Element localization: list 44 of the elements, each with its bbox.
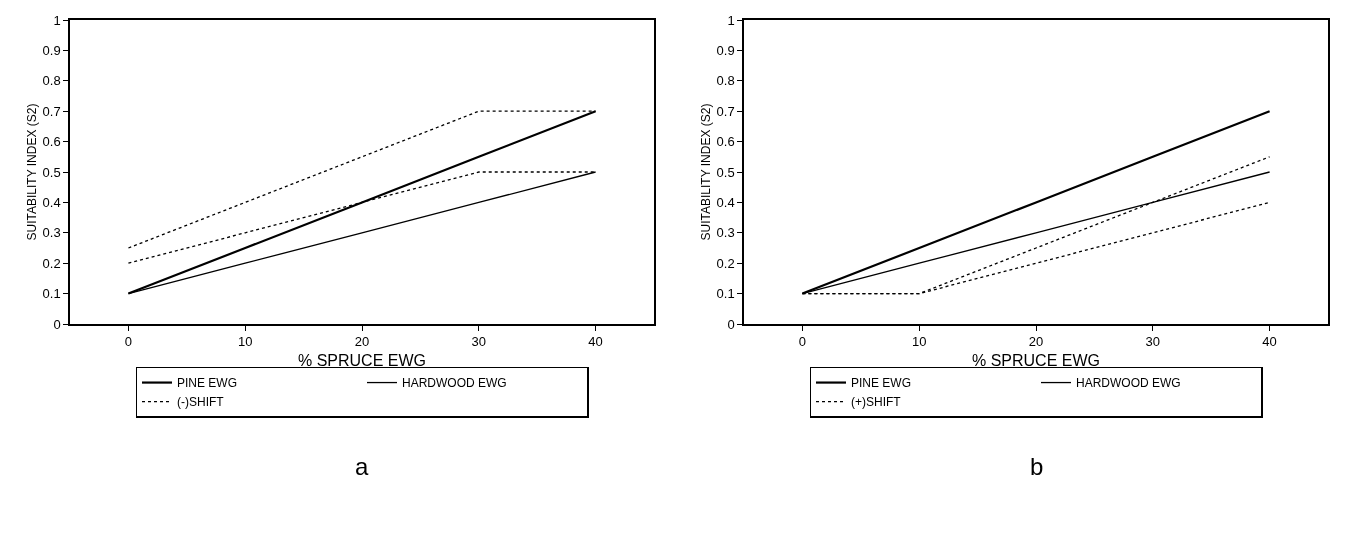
x-tick-label: 30 <box>471 334 487 350</box>
y-axis-title: SUITABILITY INDEX (S2) <box>24 103 39 241</box>
y-tick-label: 0.2 <box>42 255 61 271</box>
x-tick-label: 20 <box>1028 334 1044 350</box>
y-tick-label: 0.4 <box>716 194 735 210</box>
y-tick-label: 0.9 <box>42 42 61 58</box>
y-tick-label: 0.7 <box>42 103 61 119</box>
y-tick-label: 0.3 <box>42 225 61 241</box>
legend-label: HARDWOOD EWG <box>1076 376 1181 391</box>
x-tick-label: 20 <box>354 334 370 350</box>
legend-label: HARDWOOD EWG <box>402 376 507 391</box>
x-tick-label: 0 <box>124 334 133 350</box>
x-tick-label: 40 <box>1262 334 1277 350</box>
y-tick-label: 0.2 <box>716 255 735 271</box>
y-tick-label: 0.9 <box>716 42 735 58</box>
text: a <box>355 453 369 480</box>
y-tick-label: 0.8 <box>716 73 735 89</box>
y-tick-label: 0.7 <box>716 103 735 119</box>
legend-label: (-)SHIFT <box>177 395 225 410</box>
x-axis-title: % SPRUCE EWG <box>297 351 427 369</box>
y-tick-label: 0.6 <box>42 134 61 150</box>
y-tick-label: 0.4 <box>42 194 61 210</box>
y-tick-label: 1 <box>53 12 61 28</box>
x-tick-label: 40 <box>588 334 603 350</box>
text: b <box>1030 453 1044 480</box>
x-tick-label: 0 <box>798 334 807 350</box>
y-tick-label: 0 <box>53 316 61 332</box>
x-tick-label: 10 <box>237 334 253 350</box>
legend-label: PINE EWG <box>177 376 238 391</box>
y-tick-label: 0.6 <box>716 134 735 150</box>
y-tick-label: 1 <box>727 12 735 28</box>
y-tick-label: 0.5 <box>716 164 735 180</box>
x-tick-label: 30 <box>1145 334 1161 350</box>
y-axis-title: SUITABILITY INDEX (S2) <box>698 103 713 241</box>
y-tick-label: 0.5 <box>42 164 61 180</box>
x-axis-title: % SPRUCE EWG <box>971 351 1101 369</box>
y-tick-label: 0.1 <box>716 286 735 302</box>
y-tick-label: 0.3 <box>716 225 735 241</box>
y-tick-label: 0.8 <box>42 73 61 89</box>
x-tick-label: 10 <box>911 334 927 350</box>
y-tick-label: 0.1 <box>42 286 61 302</box>
legend-label: (+)SHIFT <box>851 395 902 410</box>
y-tick-label: 0 <box>727 316 735 332</box>
legend-label: PINE EWG <box>851 376 912 391</box>
